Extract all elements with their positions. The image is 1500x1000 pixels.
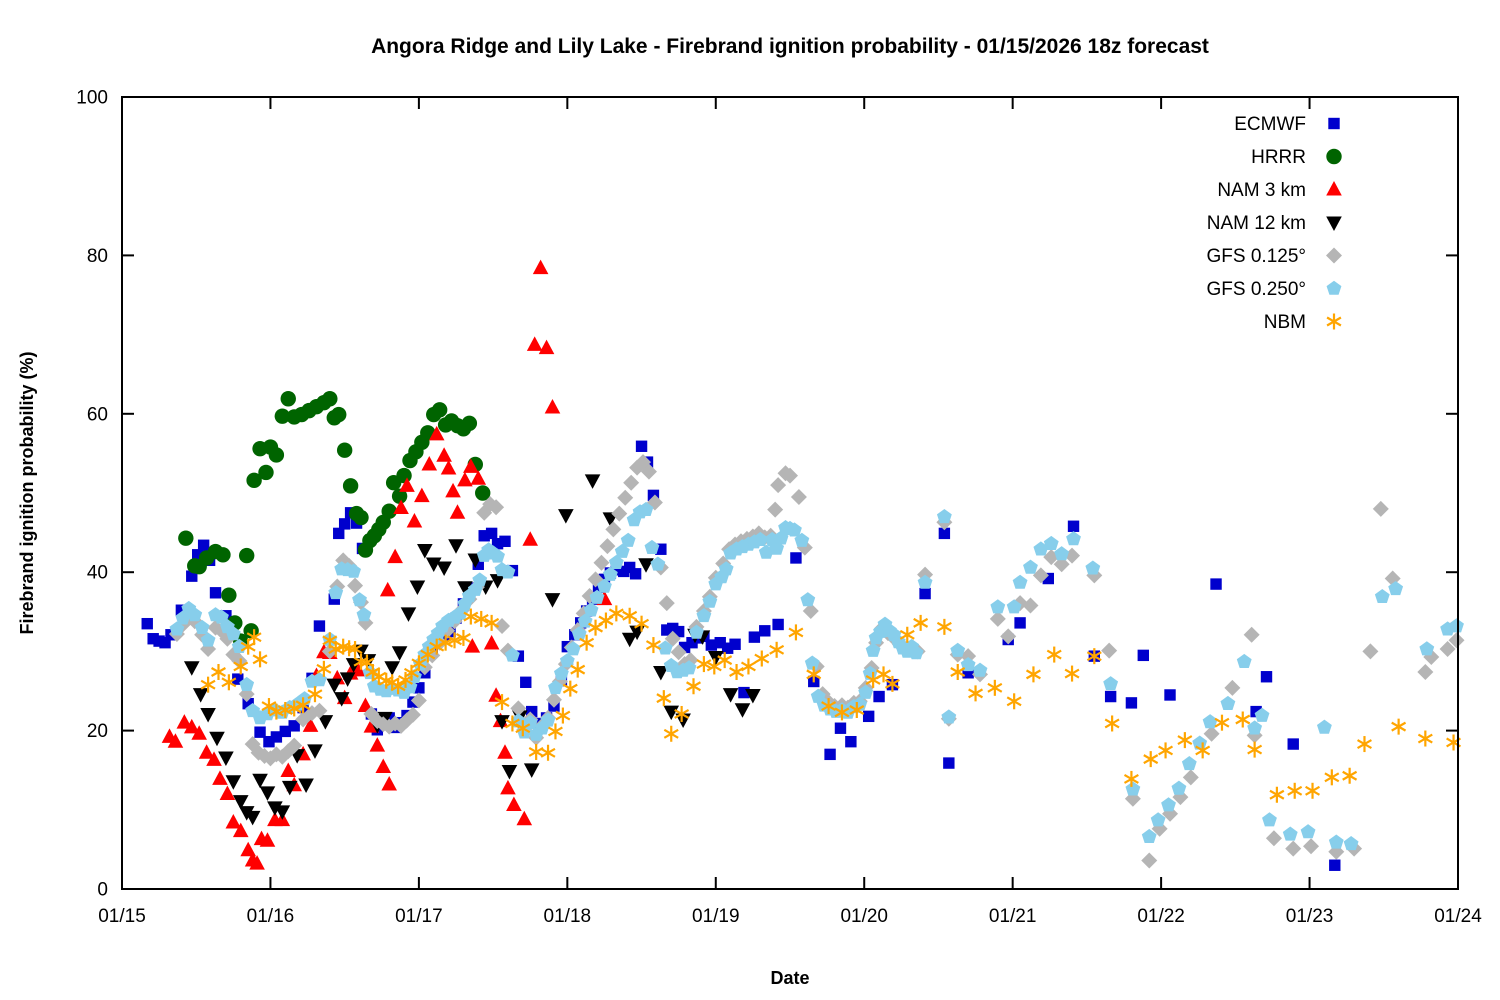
legend-label: HRRR [1251,147,1306,168]
x-tick-label: 01/16 [247,906,295,927]
legend-marker-icon [1326,181,1342,196]
axis-ticks: 01/15 01/16 01/17 01/18 01/19 01/20 01/21 01/22… [76,88,1482,928]
x-tick-label: 01/18 [544,906,592,927]
legend-item-ecmwf: ECMWF [1234,114,1340,135]
legend-item-nbm: NBM [1264,312,1342,333]
x-tick-label: 01/20 [840,906,888,927]
legend-marker-icon [1326,313,1342,330]
x-tick-label: 01/19 [692,906,740,927]
legend-marker-icon [1328,117,1340,130]
x-tick-label: 01/23 [1286,906,1334,927]
y-tick-label: 80 [87,246,108,267]
series-hrrr [178,391,491,649]
legend-item-gfs-0-125-: GFS 0.125° [1207,246,1342,267]
legend-label: NAM 3 km [1217,180,1306,201]
y-tick-label: 60 [87,404,108,425]
legend-item-hrrr: HRRR [1251,147,1342,168]
data-points [141,259,1465,871]
series-gfs-0-250- [169,501,1464,851]
y-tick-label: 20 [87,721,108,742]
legend-label: ECMWF [1234,114,1306,135]
x-tick-label: 01/24 [1434,906,1482,927]
legend-marker-icon [1326,216,1342,231]
legend-item-nam-3-km: NAM 3 km [1217,180,1342,201]
legend-label: GFS 0.125° [1207,246,1306,267]
legend-marker-icon [1326,247,1342,264]
x-tick-label: 01/21 [989,906,1037,927]
x-tick-label: 01/15 [98,906,146,927]
y-tick-label: 100 [76,88,108,109]
chart-title: Angora Ridge and Lily Lake - Firebrand i… [371,35,1209,58]
y-tick-label: 40 [87,563,108,584]
series-nbm [200,605,1462,803]
legend-marker-icon [1326,280,1342,295]
x-axis-label: Date [770,968,809,988]
x-tick-label: 01/17 [395,906,443,927]
legend-label: NBM [1264,312,1306,333]
x-tick-label: 01/22 [1137,906,1185,927]
legend-item-nam-12-km: NAM 12 km [1207,213,1342,234]
y-axis-label: Firebrand ignition probability (%) [17,352,37,635]
y-tick-label: 0 [97,880,108,901]
legend-item-gfs-0-250-: GFS 0.250° [1207,279,1342,300]
legend: ECMWF HRRR NAM 3 km NAM 12 km GFS 0.125° GFS … [1207,114,1342,333]
legend-label: NAM 12 km [1207,213,1306,234]
legend-label: GFS 0.250° [1207,279,1306,300]
plot-border [121,96,1459,890]
legend-marker-icon [1326,148,1342,165]
